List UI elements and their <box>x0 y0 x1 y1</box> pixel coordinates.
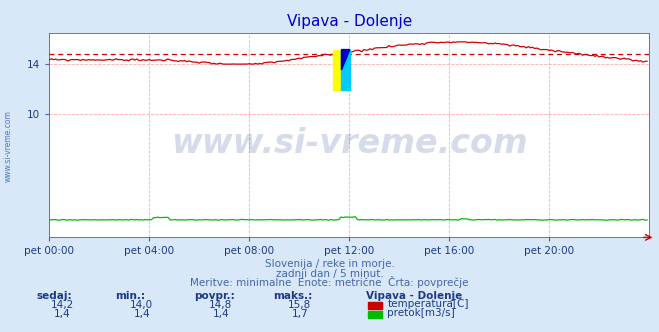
Text: min.:: min.: <box>115 291 146 301</box>
Text: Meritve: minimalne  Enote: metrične  Črta: povprečje: Meritve: minimalne Enote: metrične Črta:… <box>190 276 469 288</box>
Text: zadnji dan / 5 minut.: zadnji dan / 5 minut. <box>275 269 384 279</box>
Text: sedaj:: sedaj: <box>36 291 72 301</box>
Text: maks.:: maks.: <box>273 291 313 301</box>
Title: Vipava - Dolenje: Vipava - Dolenje <box>287 14 412 29</box>
Bar <box>333 49 341 90</box>
Text: Vipava - Dolenje: Vipava - Dolenje <box>366 291 462 301</box>
Text: Slovenija / reke in morje.: Slovenija / reke in morje. <box>264 259 395 269</box>
Text: pretok[m3/s]: pretok[m3/s] <box>387 308 455 318</box>
Text: 1,4: 1,4 <box>212 309 229 319</box>
Polygon shape <box>341 49 350 70</box>
Text: 15,8: 15,8 <box>288 300 312 310</box>
Text: 14,8: 14,8 <box>209 300 233 310</box>
Text: 1,4: 1,4 <box>54 309 71 319</box>
Text: 1,7: 1,7 <box>291 309 308 319</box>
Text: www.si-vreme.com: www.si-vreme.com <box>171 127 528 160</box>
Text: 1,4: 1,4 <box>133 309 150 319</box>
Text: 14,0: 14,0 <box>130 300 154 310</box>
Text: www.si-vreme.com: www.si-vreme.com <box>3 110 13 182</box>
Text: 14,2: 14,2 <box>51 300 74 310</box>
Bar <box>341 49 350 90</box>
Text: temperatura[C]: temperatura[C] <box>387 299 469 309</box>
Text: povpr.:: povpr.: <box>194 291 235 301</box>
